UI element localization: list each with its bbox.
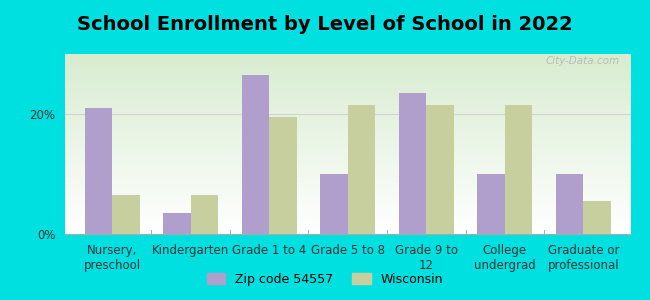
Bar: [190, 195, 218, 234]
Bar: [348, 105, 375, 234]
Bar: [505, 105, 532, 234]
Legend: Zip code 54557, Wisconsin: Zip code 54557, Wisconsin: [202, 268, 448, 291]
Text: City-Data.com: City-Data.com: [545, 56, 619, 66]
Bar: [426, 105, 454, 234]
Bar: [320, 174, 348, 234]
Bar: [584, 201, 611, 234]
Bar: [399, 93, 426, 234]
Bar: [112, 195, 140, 234]
Bar: [242, 75, 269, 234]
Bar: [556, 174, 584, 234]
Bar: [84, 108, 112, 234]
Bar: [269, 117, 296, 234]
Bar: [163, 213, 190, 234]
Text: School Enrollment by Level of School in 2022: School Enrollment by Level of School in …: [77, 15, 573, 34]
Bar: [477, 174, 505, 234]
